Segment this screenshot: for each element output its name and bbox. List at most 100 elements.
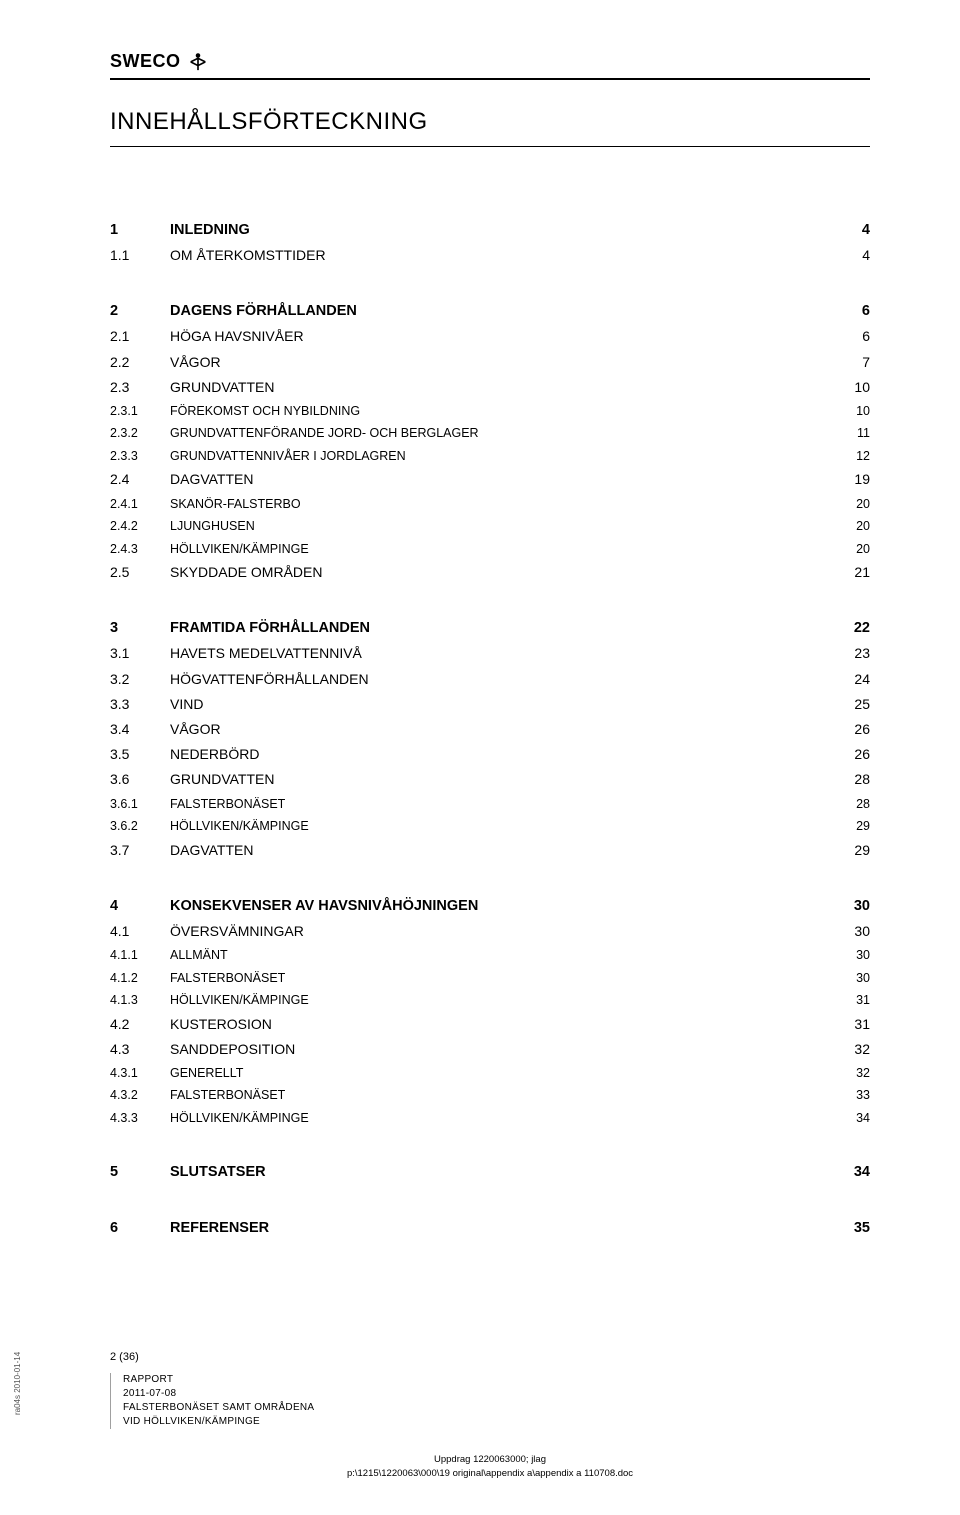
footer-block: RAPPORT 2011-07-08 FALSTERBONÄSET SAMT O… [110,1373,870,1429]
toc-section: 3FRAMTIDA FÖRHÅLLANDEN223.1HAVETS MEDELV… [110,615,870,862]
toc-page-number: 20 [830,493,870,516]
toc-row: 4KONSEKVENSER AV HAVSNIVÅHÖJNINGEN30 [110,893,870,919]
toc-label: HÖGA HAVSNIVÅER [170,324,830,349]
toc-number: 3.6.1 [110,793,170,816]
toc-section: 5SLUTSATSER34 [110,1159,870,1185]
toc-page-number: 7 [830,350,870,375]
toc-label: SLUTSATSER [170,1159,830,1185]
toc-row: 2.4.2LJUNGHUSEN20 [110,515,870,538]
toc-page-number: 31 [830,989,870,1012]
toc-page-number: 33 [830,1084,870,1107]
toc-row: 2.3.1FÖREKOMST OCH NYBILDNING10 [110,400,870,423]
toc-number: 4 [110,893,170,919]
toc-page-number: 12 [830,445,870,468]
toc-number: 4.3.2 [110,1084,170,1107]
toc-page-number: 10 [830,375,870,400]
toc-label: REFERENSER [170,1215,830,1241]
toc-section: 2DAGENS FÖRHÅLLANDEN62.1HÖGA HAVSNIVÅER6… [110,298,870,585]
divider-thick [110,78,870,80]
toc-number: 3.1 [110,641,170,666]
toc-page-number: 23 [830,641,870,666]
divider-thin [110,146,870,147]
toc-number: 4.1.3 [110,989,170,1012]
toc-section: 1INLEDNING41.1OM ÅTERKOMSTTIDER4 [110,217,870,268]
toc-page-number: 6 [830,298,870,324]
toc-page-number: 25 [830,692,870,717]
toc-number: 3 [110,615,170,641]
toc-number: 4.3.3 [110,1107,170,1130]
toc-label: FALSTERBONÄSET [170,793,830,816]
toc-row: 3.5NEDERBÖRD26 [110,742,870,767]
toc-label: VIND [170,692,830,717]
footer-path-1: Uppdrag 1220063000; jlag [110,1453,870,1466]
footer-subject-1: FALSTERBONÄSET SAMT OMRÅDENA [123,1401,870,1415]
toc-number: 5 [110,1159,170,1185]
toc-row: 4.3SANDDEPOSITION32 [110,1037,870,1062]
toc-page-number: 19 [830,467,870,492]
toc-page-number: 24 [830,667,870,692]
toc-page-number: 34 [830,1107,870,1130]
toc-label: DAGENS FÖRHÅLLANDEN [170,298,830,324]
toc-label: HÖLLVIKEN/KÄMPINGE [170,538,830,561]
toc-number: 3.4 [110,717,170,742]
toc-number: 4.1.2 [110,967,170,990]
toc-number: 1.1 [110,243,170,268]
toc-row: 1INLEDNING4 [110,217,870,243]
toc-number: 2.2 [110,350,170,375]
toc-page-number: 30 [830,919,870,944]
toc-label: FÖREKOMST OCH NYBILDNING [170,400,830,423]
toc-page-number: 28 [830,793,870,816]
toc: 1INLEDNING41.1OM ÅTERKOMSTTIDER42DAGENS … [110,217,870,1242]
toc-number: 4.3 [110,1037,170,1062]
toc-label: HAVETS MEDELVATTENNIVÅ [170,641,830,666]
toc-page-number: 4 [830,217,870,243]
toc-number: 4.1.1 [110,944,170,967]
toc-row: 5SLUTSATSER34 [110,1159,870,1185]
side-code: ra04s 2010-01-14 [13,1352,22,1415]
toc-page-number: 30 [830,893,870,919]
toc-row: 4.1.2FALSTERBONÄSET30 [110,967,870,990]
toc-label: LJUNGHUSEN [170,515,830,538]
toc-label: DAGVATTEN [170,467,830,492]
toc-label: OM ÅTERKOMSTTIDER [170,243,830,268]
toc-label: HÖGVATTENFÖRHÅLLANDEN [170,667,830,692]
footer-date: 2011-07-08 [123,1387,870,1401]
toc-section: 6REFERENSER35 [110,1215,870,1241]
toc-number: 2 [110,298,170,324]
toc-row: 3.4VÅGOR26 [110,717,870,742]
toc-label: SANDDEPOSITION [170,1037,830,1062]
toc-label: VÅGOR [170,350,830,375]
toc-number: 3.5 [110,742,170,767]
toc-page-number: 10 [830,400,870,423]
toc-row: 4.1ÖVERSVÄMNINGAR30 [110,919,870,944]
footer-subject-2: VID HÖLLVIKEN/KÄMPINGE [123,1415,870,1429]
toc-label: KUSTEROSION [170,1012,830,1037]
toc-label: GRUNDVATTENFÖRANDE JORD- OCH BERGLAGER [170,422,830,445]
toc-label: HÖLLVIKEN/KÄMPINGE [170,1107,830,1130]
toc-number: 2.4.1 [110,493,170,516]
toc-row: 2DAGENS FÖRHÅLLANDEN6 [110,298,870,324]
toc-row: 2.4.1SKANÖR-FALSTERBO20 [110,493,870,516]
toc-number: 2.3.1 [110,400,170,423]
toc-page-number: 22 [830,615,870,641]
toc-label: INLEDNING [170,217,830,243]
toc-row: 4.1.3HÖLLVIKEN/KÄMPINGE31 [110,989,870,1012]
toc-number: 2.4.3 [110,538,170,561]
toc-number: 2.5 [110,560,170,585]
toc-number: 4.2 [110,1012,170,1037]
toc-page-number: 32 [830,1037,870,1062]
toc-row: 4.3.2FALSTERBONÄSET33 [110,1084,870,1107]
toc-page-number: 29 [830,815,870,838]
toc-row: 1.1OM ÅTERKOMSTTIDER4 [110,243,870,268]
toc-page-number: 21 [830,560,870,585]
toc-row: 2.4.3HÖLLVIKEN/KÄMPINGE20 [110,538,870,561]
page-title: INNEHÅLLSFÖRTECKNING [110,108,870,136]
toc-row: 4.3.3HÖLLVIKEN/KÄMPINGE34 [110,1107,870,1130]
toc-number: 6 [110,1215,170,1241]
toc-number: 2.3.3 [110,445,170,468]
toc-page-number: 31 [830,1012,870,1037]
toc-page-number: 6 [830,324,870,349]
footer-report-label: RAPPORT [123,1373,870,1387]
toc-number: 1 [110,217,170,243]
toc-label: GRUNDVATTENNIVÅER I JORDLAGREN [170,445,830,468]
